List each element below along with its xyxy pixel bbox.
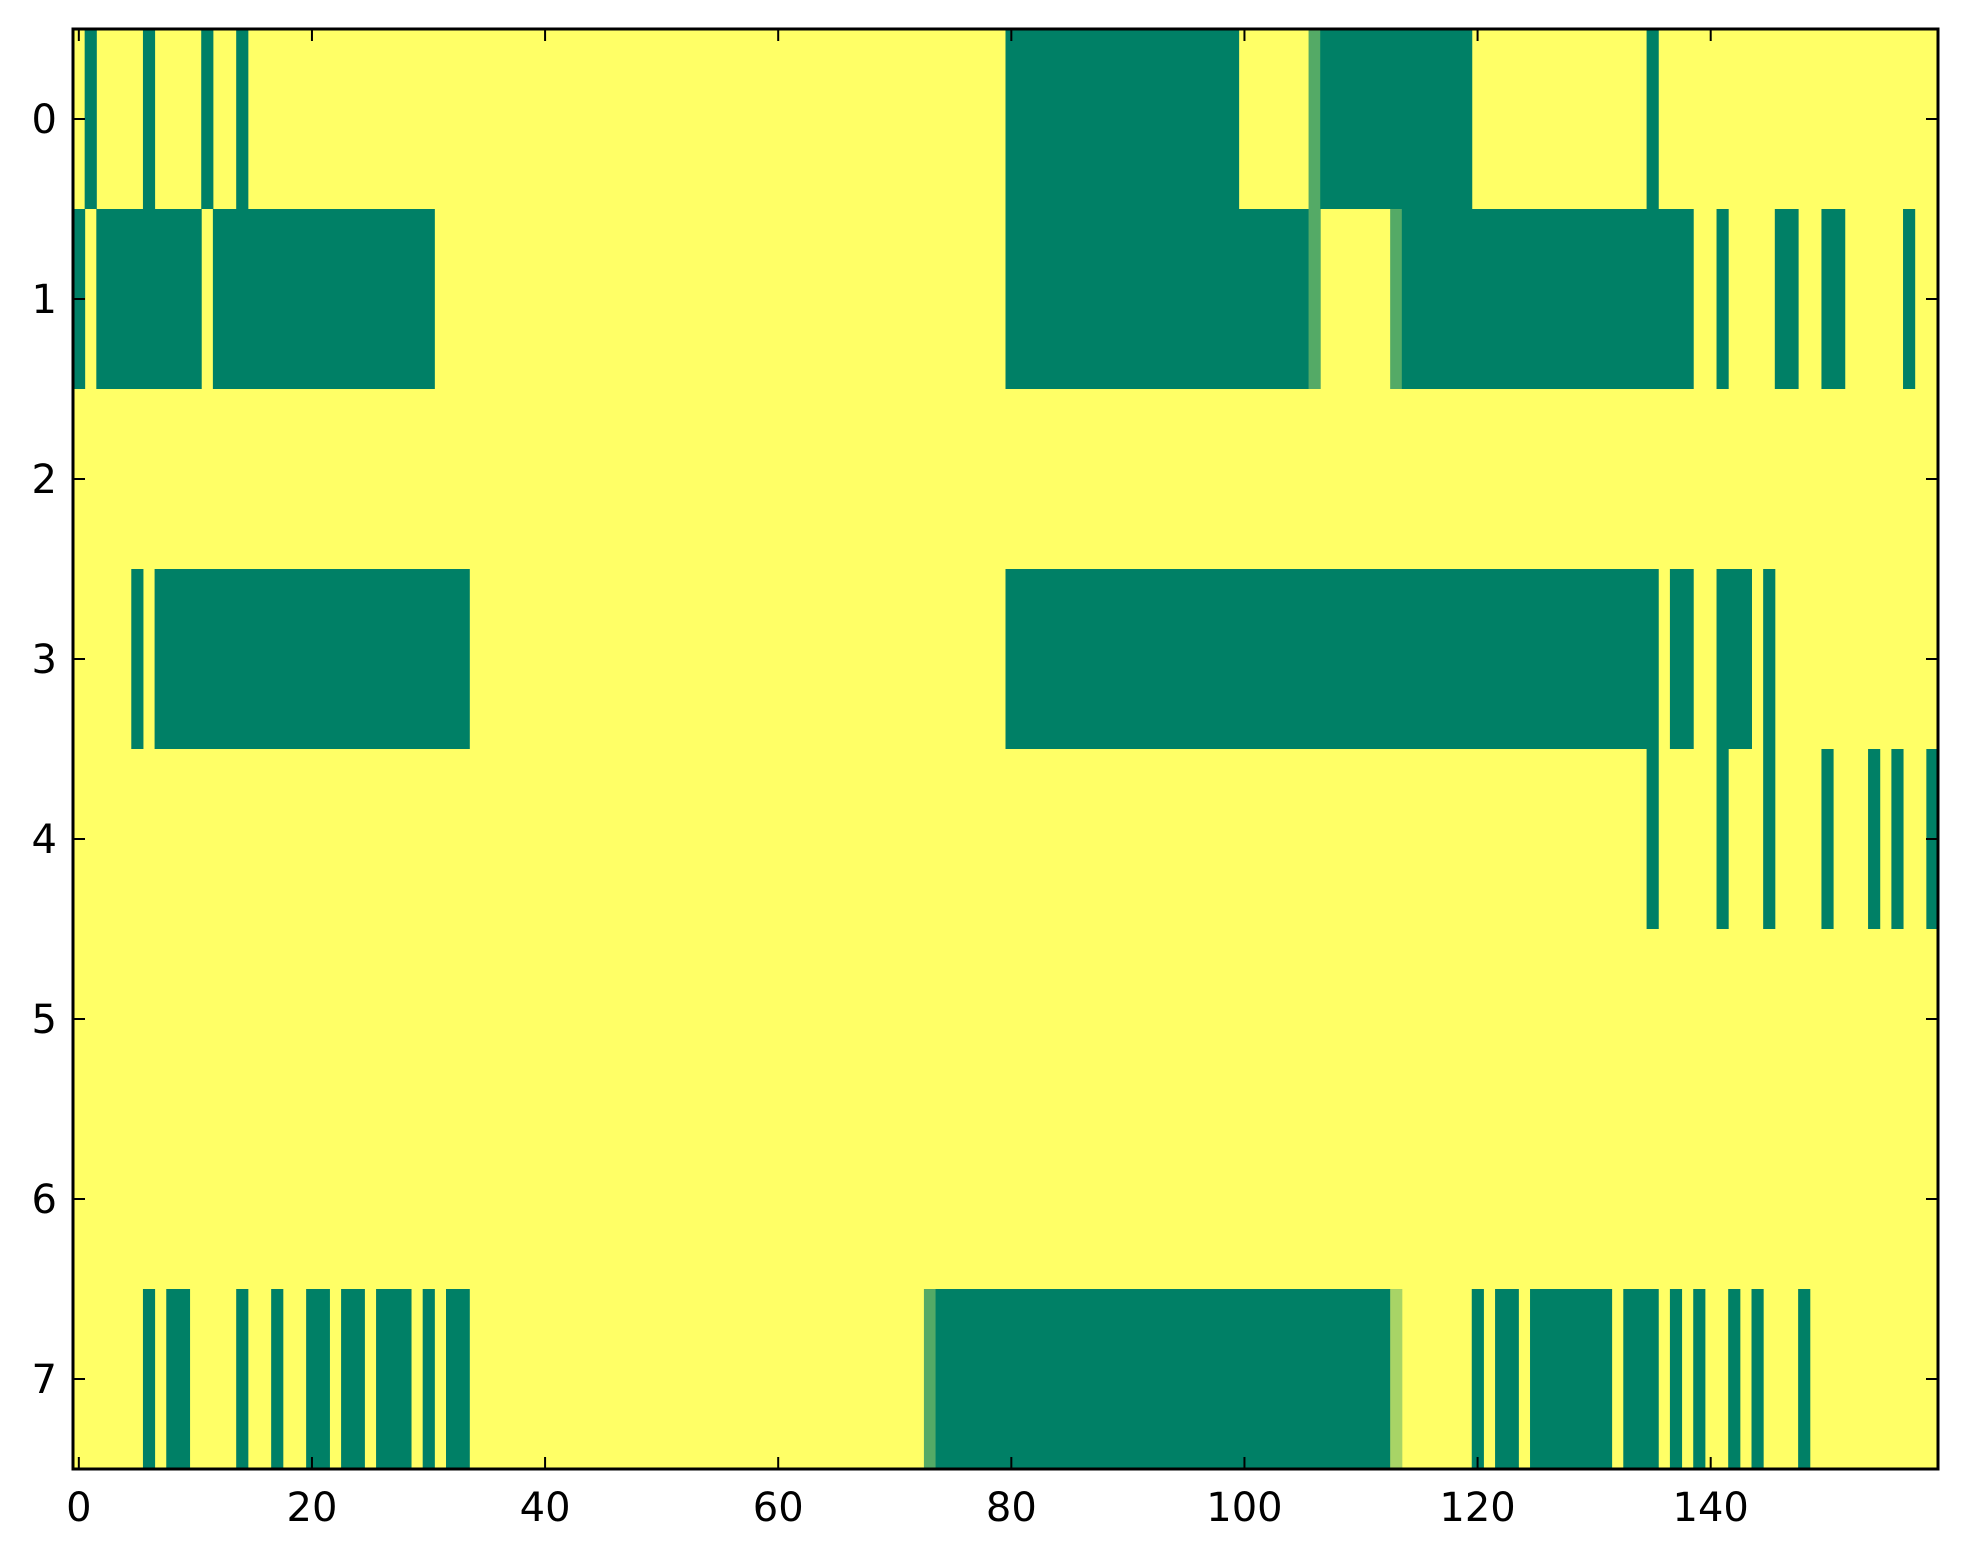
y-tick-label: 0 [32,97,57,143]
plot-frame [71,27,1940,1471]
heatmap-cell-run [1763,749,1776,929]
y-tick-label: 4 [32,817,57,863]
x-tick-label: 40 [520,1485,571,1531]
heatmap-cell-run [1716,209,1729,389]
heatmap-cell-run [1774,209,1799,389]
y-tick-label: 5 [32,997,57,1043]
heatmap-cell-run [271,1289,284,1469]
y-tick-label: 1 [32,277,57,323]
heatmap-cell-run [96,209,202,389]
heatmap-cell-run [84,29,97,209]
heatmap-cell-run [341,1289,365,1469]
heatmap-cells [73,29,1939,1469]
y-axis-tick-labels: 0 1 2 3 4 5 6 7 [32,97,57,1403]
heatmap-cell-run [1693,1289,1706,1469]
heatmap-cell-run [1530,1289,1613,1469]
heatmap-cell-run [201,29,214,209]
heatmap-cell-run [1669,1289,1683,1469]
axis-ticks [73,29,1938,1469]
x-tick-label: 100 [1206,1485,1282,1531]
heatmap-cell-run [1495,1289,1519,1469]
heatmap-cell-run [376,1289,412,1469]
y-tick-label: 7 [32,1357,57,1403]
x-tick-label: 60 [753,1485,804,1531]
plot-area [73,29,1939,1469]
heatmap-cell-run [1390,1289,1403,1469]
heatmap-cell-run [142,1289,156,1469]
heatmap-cell-run [1716,569,1752,749]
heatmap-cell-run [1005,569,1659,749]
heatmap-cell-run [935,1289,1391,1469]
heatmap-cell-run [1308,209,1321,389]
x-tick-label: 120 [1439,1485,1515,1531]
heatmap-cell-run [306,1289,330,1469]
x-tick-label: 80 [986,1485,1037,1531]
heatmap-cell-run [236,29,249,209]
heatmap-cell-run [1798,1289,1811,1469]
heatmap-cell-run [166,1289,191,1469]
heatmap-cell-run [1005,209,1310,389]
heatmap-cell-run [1401,209,1694,389]
y-tick-label: 3 [32,637,57,683]
heatmap-cell-run [1751,1289,1764,1469]
heatmap-cell-run [212,209,435,389]
x-tick-label: 0 [66,1485,91,1531]
heatmap-cell-run [446,1289,470,1469]
heatmap-cell-run [1821,749,1834,929]
heatmap-cell-run [1623,1289,1659,1469]
heatmap-cell-run [236,1289,249,1469]
heatmap-cell-run [1763,569,1776,749]
heatmap-cell-run [923,1289,937,1469]
heatmap-cell-run [1646,749,1659,929]
heatmap-cell-run [1646,29,1659,209]
heatmap-cell-run [1903,209,1916,389]
x-tick-label: 20 [287,1485,338,1531]
heatmap-cell-run [1308,29,1321,209]
heatmap-cell-run [142,29,156,209]
heatmap-cell-run [1821,209,1846,389]
heatmap-cell-run [1716,749,1729,929]
x-tick-label: 140 [1673,1485,1749,1531]
heatmap-cell-run [1320,29,1473,209]
heatmap-cell-run [1390,209,1403,389]
heatmap-cell-run [1868,749,1881,929]
heatmap-cell-run [1891,749,1904,929]
x-axis-tick-labels: 0 20 40 60 80 100 120 140 [66,1485,1749,1531]
heatmap-cell-run [422,1289,435,1469]
heatmap-cell-run [1005,29,1240,209]
y-tick-label: 6 [32,1177,57,1223]
heatmap-cell-run [1471,1289,1484,1469]
y-tick-label: 2 [32,457,57,503]
heatmap-cell-run [1728,1289,1741,1469]
heatmap-cell-run [131,569,144,749]
heatmap-cell-run [154,569,470,749]
heatmap-cell-run [1669,569,1694,749]
